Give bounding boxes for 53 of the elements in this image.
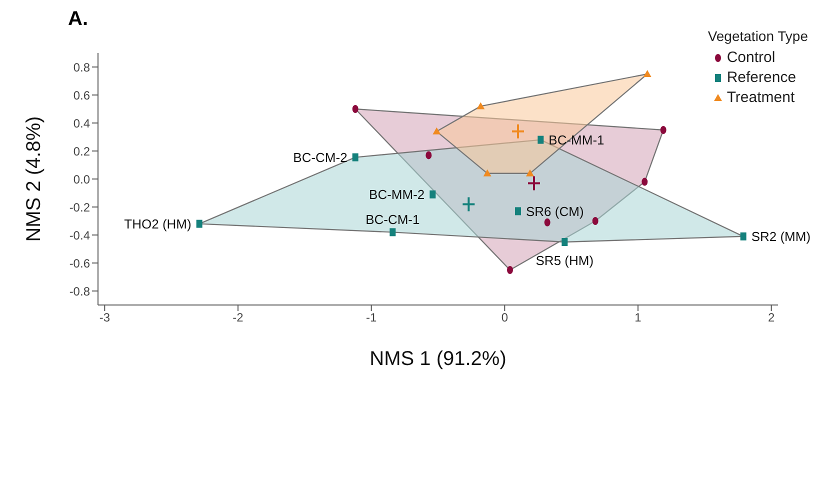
x-tick-label: -3 bbox=[99, 310, 110, 325]
point bbox=[660, 126, 666, 134]
x-tick-label: -1 bbox=[366, 310, 377, 325]
x-tick-label: 0 bbox=[501, 310, 508, 325]
annotation: SR2 (MM) bbox=[751, 229, 811, 244]
y-tick-label: 0.2 bbox=[73, 144, 90, 158]
x-axis-title: NMS 1 (91.2%) bbox=[370, 348, 506, 370]
point bbox=[483, 169, 492, 176]
chart-title: A. bbox=[68, 8, 88, 31]
legend-label: Control bbox=[726, 48, 776, 68]
point bbox=[390, 228, 396, 236]
point bbox=[562, 238, 568, 246]
point bbox=[352, 105, 358, 113]
annotation: BC-CM-2 bbox=[293, 150, 348, 165]
point bbox=[642, 178, 648, 186]
x-tick-label: 2 bbox=[768, 310, 775, 325]
x-tick-label: -2 bbox=[232, 310, 244, 325]
point bbox=[511, 123, 525, 140]
point bbox=[507, 266, 513, 274]
legend-title: Vegetation Type bbox=[708, 28, 808, 44]
y-tick-label: -0.4 bbox=[69, 228, 90, 242]
y-axis-title: NMS 2 (4.8%) bbox=[23, 116, 46, 242]
point bbox=[352, 153, 358, 162]
y-tick-label: -0.8 bbox=[69, 284, 90, 298]
point bbox=[538, 136, 544, 144]
point bbox=[515, 207, 521, 216]
point bbox=[432, 127, 441, 134]
annotation: BC-MM-1 bbox=[548, 132, 604, 148]
x-tick-label: 1 bbox=[634, 310, 642, 325]
y-tick-label: -0.2 bbox=[69, 200, 90, 214]
legend-label: Treatment bbox=[726, 88, 795, 108]
point bbox=[740, 232, 746, 240]
annotation: BC-CM-1 bbox=[366, 212, 420, 228]
annotation: BC-MM-2 bbox=[369, 187, 425, 202]
annotation: SR5 (HM) bbox=[536, 253, 594, 268]
y-tick-label: 0.0 bbox=[73, 172, 90, 186]
point bbox=[196, 220, 202, 228]
y-tick-label: 0.8 bbox=[73, 60, 90, 74]
annotation: SR6 (CM) bbox=[526, 204, 584, 219]
point bbox=[430, 190, 436, 198]
point bbox=[544, 218, 550, 226]
point bbox=[592, 217, 598, 225]
annotation: THO2 (HM) bbox=[124, 216, 192, 232]
legend-label: Reference bbox=[726, 68, 796, 88]
point bbox=[462, 196, 476, 212]
point bbox=[476, 102, 485, 110]
point bbox=[643, 70, 652, 77]
point bbox=[526, 169, 534, 176]
point bbox=[527, 175, 541, 192]
point bbox=[426, 151, 432, 160]
y-tick-label: -0.6 bbox=[69, 256, 90, 270]
y-tick-label: 0.4 bbox=[73, 116, 90, 130]
y-tick-label: 0.6 bbox=[73, 88, 90, 102]
